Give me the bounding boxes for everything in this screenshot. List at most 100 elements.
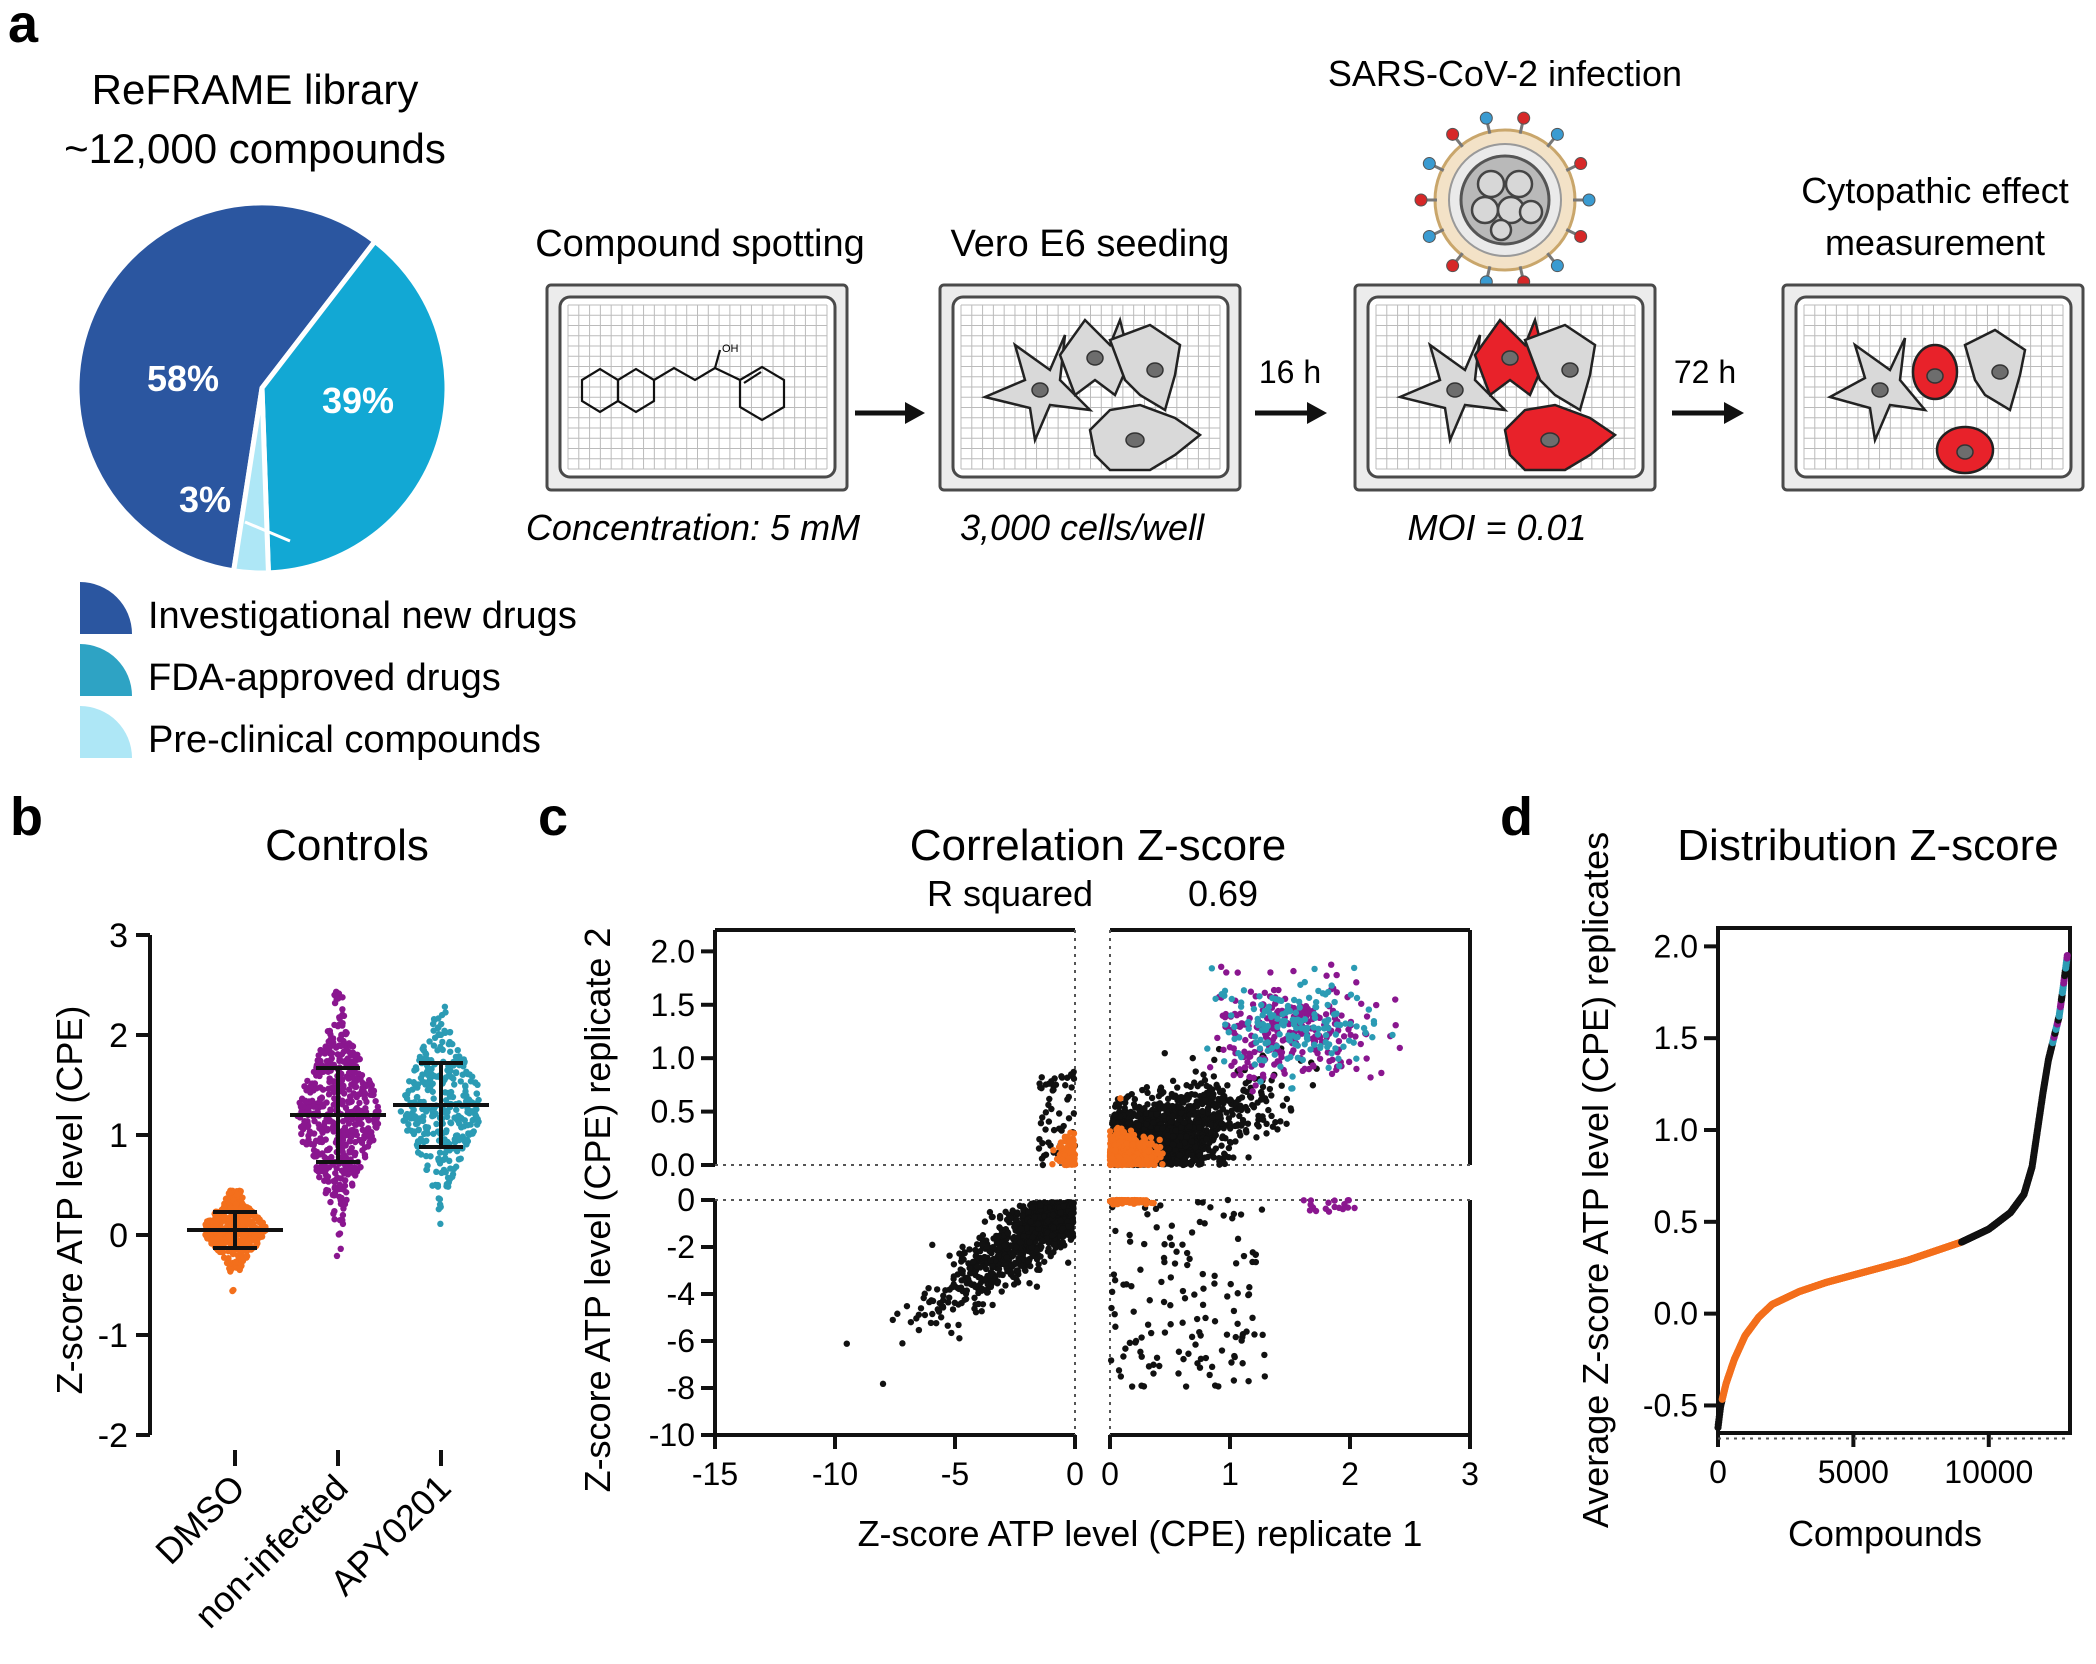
- point-compound: [1137, 1348, 1144, 1356]
- point-compound: [1183, 1133, 1190, 1140]
- point-compound: [1192, 1143, 1199, 1151]
- point-apy0201: [442, 1097, 450, 1104]
- point-compound: [925, 1284, 932, 1292]
- point-compound: [1265, 1106, 1272, 1114]
- point-compound: [1176, 1103, 1183, 1111]
- point-apy0201: [452, 1069, 460, 1077]
- point-compound: [1252, 1251, 1259, 1258]
- point-non_infected: [320, 1103, 327, 1110]
- point-non_infected: [325, 1091, 333, 1098]
- legend-label-investigational: Investigational new drugs: [148, 595, 577, 637]
- pie-label-investigational: 58%: [147, 358, 219, 399]
- point-compound: [1187, 1161, 1195, 1168]
- point-apy0201: [464, 1070, 471, 1078]
- point-compound: [948, 1329, 955, 1337]
- point-non_infected: [333, 1165, 340, 1172]
- point-compound: [1200, 1091, 1207, 1099]
- point-non_infected: [352, 1083, 360, 1091]
- point-dmso: [240, 1232, 248, 1239]
- point-non_infected: [346, 1147, 353, 1155]
- point-compound: [1180, 1119, 1188, 1126]
- point-non_infected: [300, 1122, 307, 1129]
- point-compound: [989, 1301, 996, 1309]
- point-compound: [1058, 1073, 1065, 1080]
- point-compound: [1033, 1283, 1041, 1290]
- point-compound: [1173, 1160, 1180, 1167]
- panel-b-title: Controls: [265, 821, 429, 870]
- point-compound: [1196, 1328, 1203, 1336]
- scatter-points: [843, 961, 1404, 1390]
- point-compound: [1144, 1211, 1151, 1218]
- point-compound: [1045, 1118, 1053, 1125]
- point-apy0201: [430, 1130, 437, 1137]
- point-compound: [1181, 1139, 1188, 1147]
- point-non_infected: [361, 1081, 368, 1088]
- point-non_infected: [351, 1078, 358, 1085]
- point-compound: [1026, 1238, 1033, 1246]
- point-apy0201: [414, 1081, 422, 1088]
- point-compound: [1153, 1110, 1160, 1118]
- point-dmso: [218, 1240, 225, 1247]
- point-compound: [1188, 1138, 1195, 1145]
- point-compound: [1146, 1297, 1153, 1304]
- point-compound: [989, 1213, 996, 1221]
- point-compound: [927, 1319, 935, 1327]
- point-compound: [1143, 1121, 1150, 1128]
- panel-b-ylabel: Z-score ATP level (CPE): [49, 1006, 90, 1395]
- point-compound: [1175, 1348, 1183, 1355]
- point-apy0201: [411, 1067, 418, 1074]
- point-compound: [1157, 1086, 1164, 1094]
- point-apy0201: [429, 1112, 436, 1120]
- point-compound: [1020, 1233, 1027, 1240]
- point-apy0201: [455, 1156, 463, 1163]
- point-compound: [1124, 1093, 1132, 1100]
- point-compound: [933, 1286, 941, 1293]
- point-compound: [1239, 1360, 1246, 1367]
- point-non_infected: [372, 1097, 379, 1105]
- point-apy0201: [437, 1043, 444, 1051]
- point-non_infected: [350, 1170, 358, 1177]
- point-compound: [1246, 1284, 1253, 1291]
- point-compound: [1209, 1114, 1216, 1121]
- correlation-scatter: -15 -10 -5 0 0 1 2 30.00.51.01.52.00-2-4-6-8-10: [649, 928, 1479, 1492]
- point-compound: [903, 1302, 911, 1310]
- point-compound: [1181, 1295, 1189, 1302]
- naphthyl-compound-structure: [580, 349, 786, 422]
- y-tick-label: 0: [109, 1217, 128, 1255]
- point-compound: [1239, 1120, 1247, 1127]
- point-apy0201: [472, 1079, 479, 1086]
- point-compound: [1125, 1119, 1133, 1127]
- point-compound: [1011, 1223, 1018, 1231]
- point-non_infected: [363, 1098, 370, 1106]
- pie-slice-investigational: [74, 200, 379, 574]
- point-non_infected: [331, 1192, 338, 1199]
- point-dmso: [236, 1264, 244, 1272]
- point-compound: [1123, 1281, 1130, 1288]
- point-non_infected: [336, 1055, 343, 1062]
- point-compound: [1213, 1081, 1220, 1089]
- point-compound: [1110, 1271, 1118, 1278]
- point-dmso: [220, 1254, 228, 1261]
- point-compound: [1309, 1082, 1317, 1089]
- point-compound: [843, 1340, 850, 1347]
- point-apy0201: [451, 1081, 458, 1088]
- spotting-title: Compound spotting: [535, 223, 865, 265]
- y-tick-label: -6: [667, 1323, 695, 1359]
- point-non_infected: [341, 1124, 349, 1131]
- point-compound: [1108, 1288, 1116, 1296]
- point-compound: [929, 1241, 936, 1249]
- point-compound: [950, 1275, 957, 1283]
- pie-label-leader: [244, 520, 291, 543]
- sars-cov-2-virus-icon: [1414, 111, 1596, 289]
- point-compound: [1253, 1134, 1260, 1141]
- seeding-caption: 3,000 cells/well: [960, 507, 1205, 548]
- point-compound: [1237, 1106, 1244, 1113]
- point-dmso: [239, 1194, 246, 1201]
- point-compound: [1012, 1243, 1020, 1251]
- point-compound: [1168, 1090, 1176, 1098]
- point-compound: [959, 1270, 966, 1277]
- spike-head: [1414, 193, 1428, 207]
- point-compound: [965, 1276, 972, 1283]
- point-compound: [1199, 1107, 1206, 1115]
- library-pie-chart: 58%39%3%: [74, 200, 450, 576]
